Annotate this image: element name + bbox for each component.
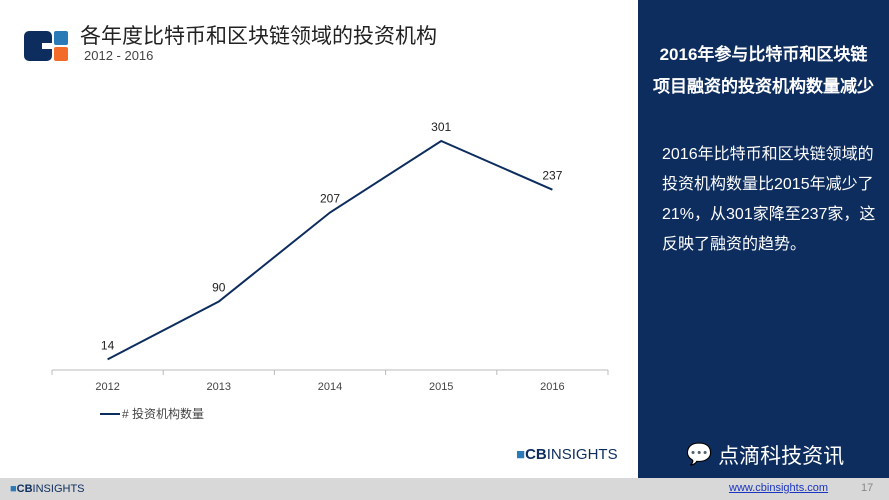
summary-panel: 2016年参与比特币和区块链 项目融资的投资机构数量减少 2016年比特币和区块… xyxy=(638,0,889,478)
footer-bar: ■CBINSIGHTS www.cbinsights.com 17 xyxy=(0,478,889,500)
panel-heading-line2: 项目融资的投资机构数量减少 xyxy=(653,77,874,96)
data-label: 90 xyxy=(212,281,226,295)
page-number: 17 xyxy=(861,482,874,494)
page-title: 各年度比特币和区块链领域的投资机构 xyxy=(80,25,437,48)
line-chart: 2012 2013 2014 2015 2016 14 90 207 301 237 xyxy=(51,120,609,393)
x-tick-label: 2012 xyxy=(95,381,119,393)
x-tick-label: 2016 xyxy=(540,381,564,393)
x-tick-label: 2013 xyxy=(207,381,231,393)
x-tick-label: 2014 xyxy=(318,381,342,393)
footer-logo: ■CBINSIGHTS xyxy=(10,483,85,495)
chart-legend: # 投资机构数量 xyxy=(100,405,204,422)
website-link[interactable]: www.cbinsights.com xyxy=(729,482,829,494)
panel-body: 2016年比特币和区块链领域的投资机构数量比2015年减少了21%，从301家降… xyxy=(662,146,876,253)
page-subtitle: 2012 - 2016 xyxy=(84,48,154,63)
panel-heading-line1: 2016年参与比特币和区块链 xyxy=(659,45,868,64)
wechat-account: 💬 点滴科技资讯 xyxy=(686,443,845,468)
data-label: 237 xyxy=(542,169,562,183)
x-tick-label: 2015 xyxy=(429,381,453,393)
data-label: 207 xyxy=(320,192,340,206)
series-line xyxy=(107,139,553,361)
cbinsights-logo: ■CBINSIGHTS xyxy=(516,446,618,463)
data-label: 301 xyxy=(431,120,451,134)
data-label: 14 xyxy=(101,338,115,352)
wechat-icon: 💬 xyxy=(686,443,713,466)
legend-swatch xyxy=(100,412,120,415)
cb-logo-icon xyxy=(24,31,68,61)
legend-label: # 投资机构数量 xyxy=(122,407,205,421)
